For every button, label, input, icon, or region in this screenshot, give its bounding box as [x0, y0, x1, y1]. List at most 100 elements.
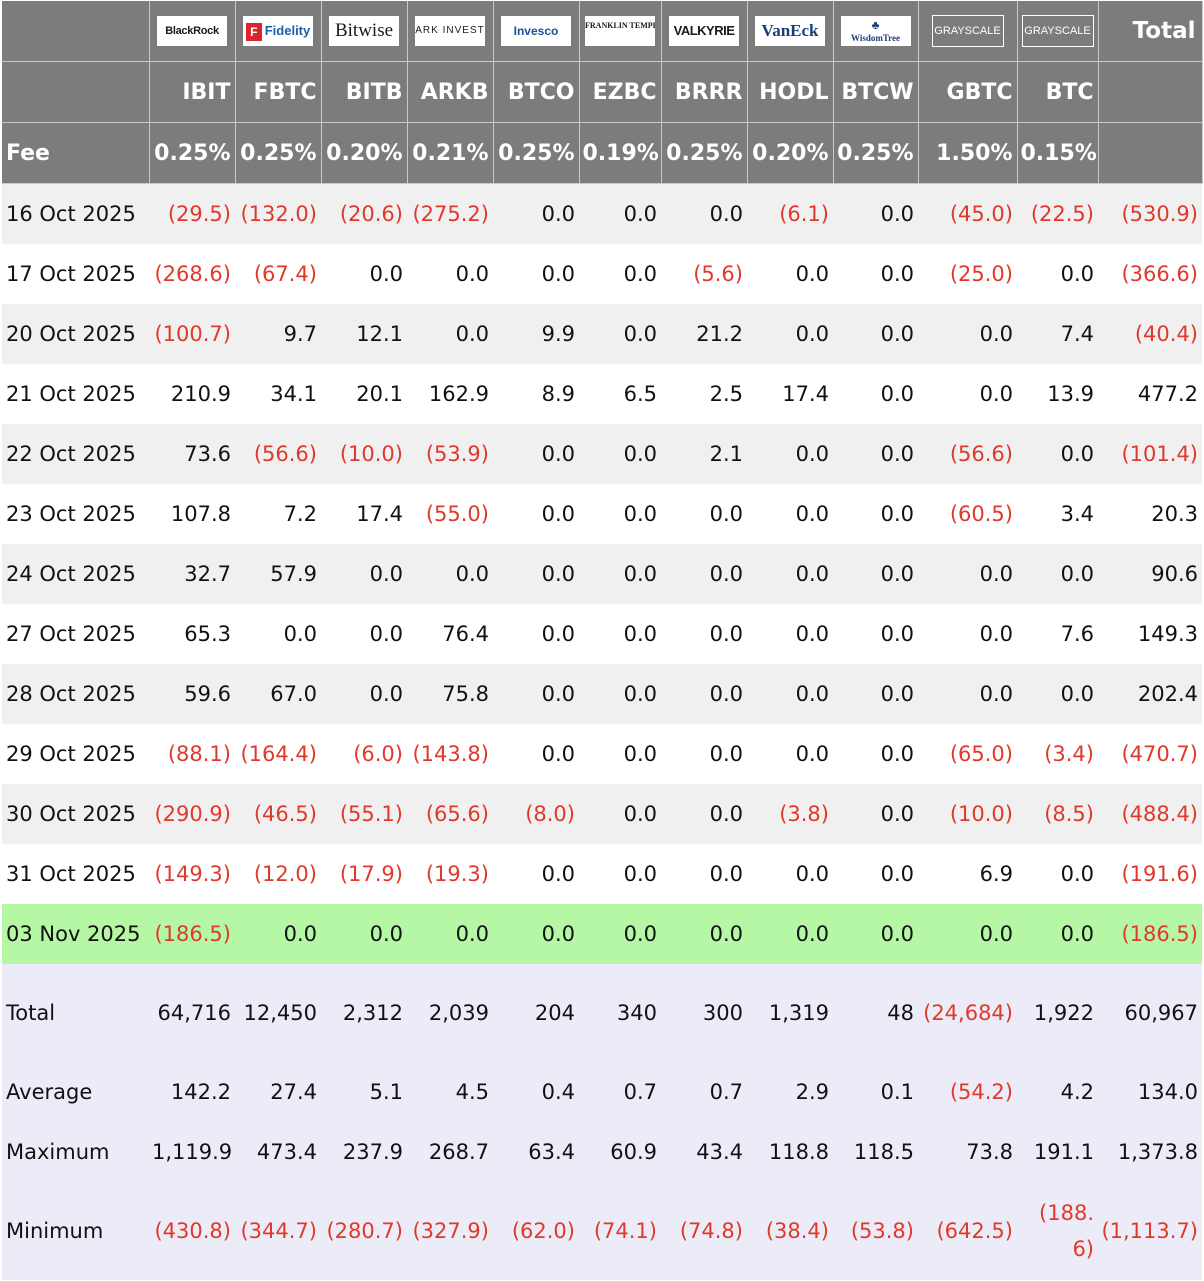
- summary-cell: 142.2: [149, 1062, 235, 1122]
- grayscale-mini-logo: GRAYSCALE: [1021, 15, 1094, 47]
- fee-hodl: 0.20%: [747, 122, 834, 184]
- summary-cell: 0.7: [661, 1062, 747, 1122]
- table-row-latest: 03 Nov 2025 (186.5) 0.0 0.0 0.0 0.0 0.0 …: [2, 904, 1202, 964]
- summary-cell: (24,684): [918, 964, 1017, 1062]
- fee-btcw: 0.25%: [833, 122, 919, 184]
- flow-cell: 6.9: [918, 844, 1017, 904]
- row-date: 30 Oct 2025: [2, 784, 149, 844]
- invesco-logo: Invesco: [501, 16, 571, 46]
- summary-cell: (430.8): [149, 1182, 235, 1280]
- flow-cell: (5.6): [661, 244, 747, 304]
- summary-label: Total: [2, 964, 149, 1062]
- fund-logo-cell: ARK INVEST: [407, 1, 494, 62]
- flow-cell: 0.0: [493, 724, 579, 784]
- row-total: (40.4): [1098, 304, 1202, 364]
- summary-cell: 118.8: [747, 1122, 833, 1182]
- summary-cell: 2,039: [407, 964, 493, 1062]
- bitwise-logo: Bitwise: [329, 16, 399, 46]
- row-date: 23 Oct 2025: [2, 484, 149, 544]
- flow-cell: (46.5): [235, 784, 321, 844]
- flow-cell: 0.0: [493, 844, 579, 904]
- flow-cell: 0.0: [833, 364, 918, 424]
- flow-cell: (29.5): [149, 183, 235, 244]
- summary-label: Average: [2, 1062, 149, 1122]
- flow-cell: 7.6: [1017, 604, 1098, 664]
- flow-cell: 0.0: [493, 604, 579, 664]
- summary-label: Minimum: [2, 1182, 149, 1280]
- flow-cell: (186.5): [149, 904, 235, 964]
- fee-btco: 0.25%: [493, 122, 580, 184]
- flow-cell: 0.0: [235, 904, 321, 964]
- table-row: 16 Oct 2025 (29.5) (132.0) (20.6) (275.2…: [2, 183, 1202, 244]
- flow-cell: 0.0: [493, 664, 579, 724]
- flow-cell: (22.5): [1017, 183, 1098, 244]
- flow-cell: 107.8: [149, 484, 235, 544]
- summary-cell: 63.4: [493, 1122, 579, 1182]
- flow-cell: 0.0: [833, 244, 918, 304]
- row-total: (488.4): [1098, 784, 1202, 844]
- flow-cell: 6.5: [579, 364, 661, 424]
- summary-cell: 73.8: [918, 1122, 1017, 1182]
- flow-cell: (60.5): [918, 484, 1017, 544]
- flow-cell: 17.4: [321, 484, 407, 544]
- flow-cell: (132.0): [235, 183, 321, 244]
- summary-cell: 300: [661, 964, 747, 1062]
- flow-cell: 0.0: [321, 604, 407, 664]
- flow-cell: 0.0: [579, 724, 661, 784]
- franklin-templeton-logo: FRANKLIN TEMPLETON: [585, 16, 655, 46]
- ticker-brrr: BRRR: [661, 61, 748, 123]
- row-date: 16 Oct 2025: [2, 183, 149, 244]
- ticker-bitb: BITB: [321, 61, 408, 123]
- row-date: 21 Oct 2025: [2, 364, 149, 424]
- row-date: 03 Nov 2025: [2, 904, 149, 964]
- ark-logo: ARK INVEST: [415, 16, 485, 46]
- flow-cell: 0.0: [833, 904, 918, 964]
- summary-cell: (74.8): [661, 1182, 747, 1280]
- row-date: 22 Oct 2025: [2, 424, 149, 484]
- flow-cell: (65.6): [407, 784, 493, 844]
- flow-cell: 0.0: [833, 544, 918, 604]
- flow-cell: 0.0: [918, 604, 1017, 664]
- fund-logo-cell: Invesco: [493, 1, 580, 62]
- flow-cell: 0.0: [579, 664, 661, 724]
- fund-logo-cell: VanEck: [747, 1, 834, 62]
- flow-cell: 0.0: [833, 304, 918, 364]
- ticker-btc: BTC: [1017, 61, 1099, 123]
- flow-cell: 0.0: [833, 604, 918, 664]
- row-total: (530.9): [1098, 183, 1202, 244]
- summary-cell: 60.9: [579, 1122, 661, 1182]
- summary-cell: (54.2): [918, 1062, 1017, 1122]
- summary-total: 60,967: [1098, 964, 1202, 1062]
- table-row: 21 Oct 2025 210.9 34.1 20.1 162.9 8.9 6.…: [2, 364, 1202, 424]
- ticker-btcw: BTCW: [833, 61, 919, 123]
- flow-cell: (3.4): [1017, 724, 1098, 784]
- summary-cell: (327.9): [407, 1182, 493, 1280]
- ticker-gbtc: GBTC: [918, 61, 1018, 123]
- valkyrie-logo: VALKYRIE: [669, 16, 739, 46]
- table-row: 23 Oct 2025 107.8 7.2 17.4 (55.0) 0.0 0.…: [2, 484, 1202, 544]
- flow-cell: 0.0: [1017, 424, 1098, 484]
- fee-gbtc: 1.50%: [918, 122, 1018, 184]
- flow-cell: 0.0: [1017, 664, 1098, 724]
- flow-cell: 0.0: [579, 844, 661, 904]
- flow-cell: 0.0: [579, 183, 661, 244]
- fund-logo-cell: BlackRock: [149, 1, 236, 62]
- flow-cell: 0.0: [661, 904, 747, 964]
- summary-cell: 4.2: [1017, 1062, 1098, 1122]
- row-total: 202.4: [1098, 664, 1202, 724]
- flow-cell: 0.0: [833, 844, 918, 904]
- summary-cell: 2.9: [747, 1062, 833, 1122]
- row-total: 90.6: [1098, 544, 1202, 604]
- row-total: (101.4): [1098, 424, 1202, 484]
- flow-cell: 2.5: [661, 364, 747, 424]
- flow-cell: 2.1: [661, 424, 747, 484]
- flow-cell: 0.0: [661, 484, 747, 544]
- flow-cell: 20.1: [321, 364, 407, 424]
- flow-cell: 0.0: [321, 544, 407, 604]
- flow-cell: (25.0): [918, 244, 1017, 304]
- flow-cell: 9.7: [235, 304, 321, 364]
- flow-cell: (56.6): [235, 424, 321, 484]
- flow-cell: 0.0: [747, 424, 833, 484]
- ticker-ibit: IBIT: [149, 61, 236, 123]
